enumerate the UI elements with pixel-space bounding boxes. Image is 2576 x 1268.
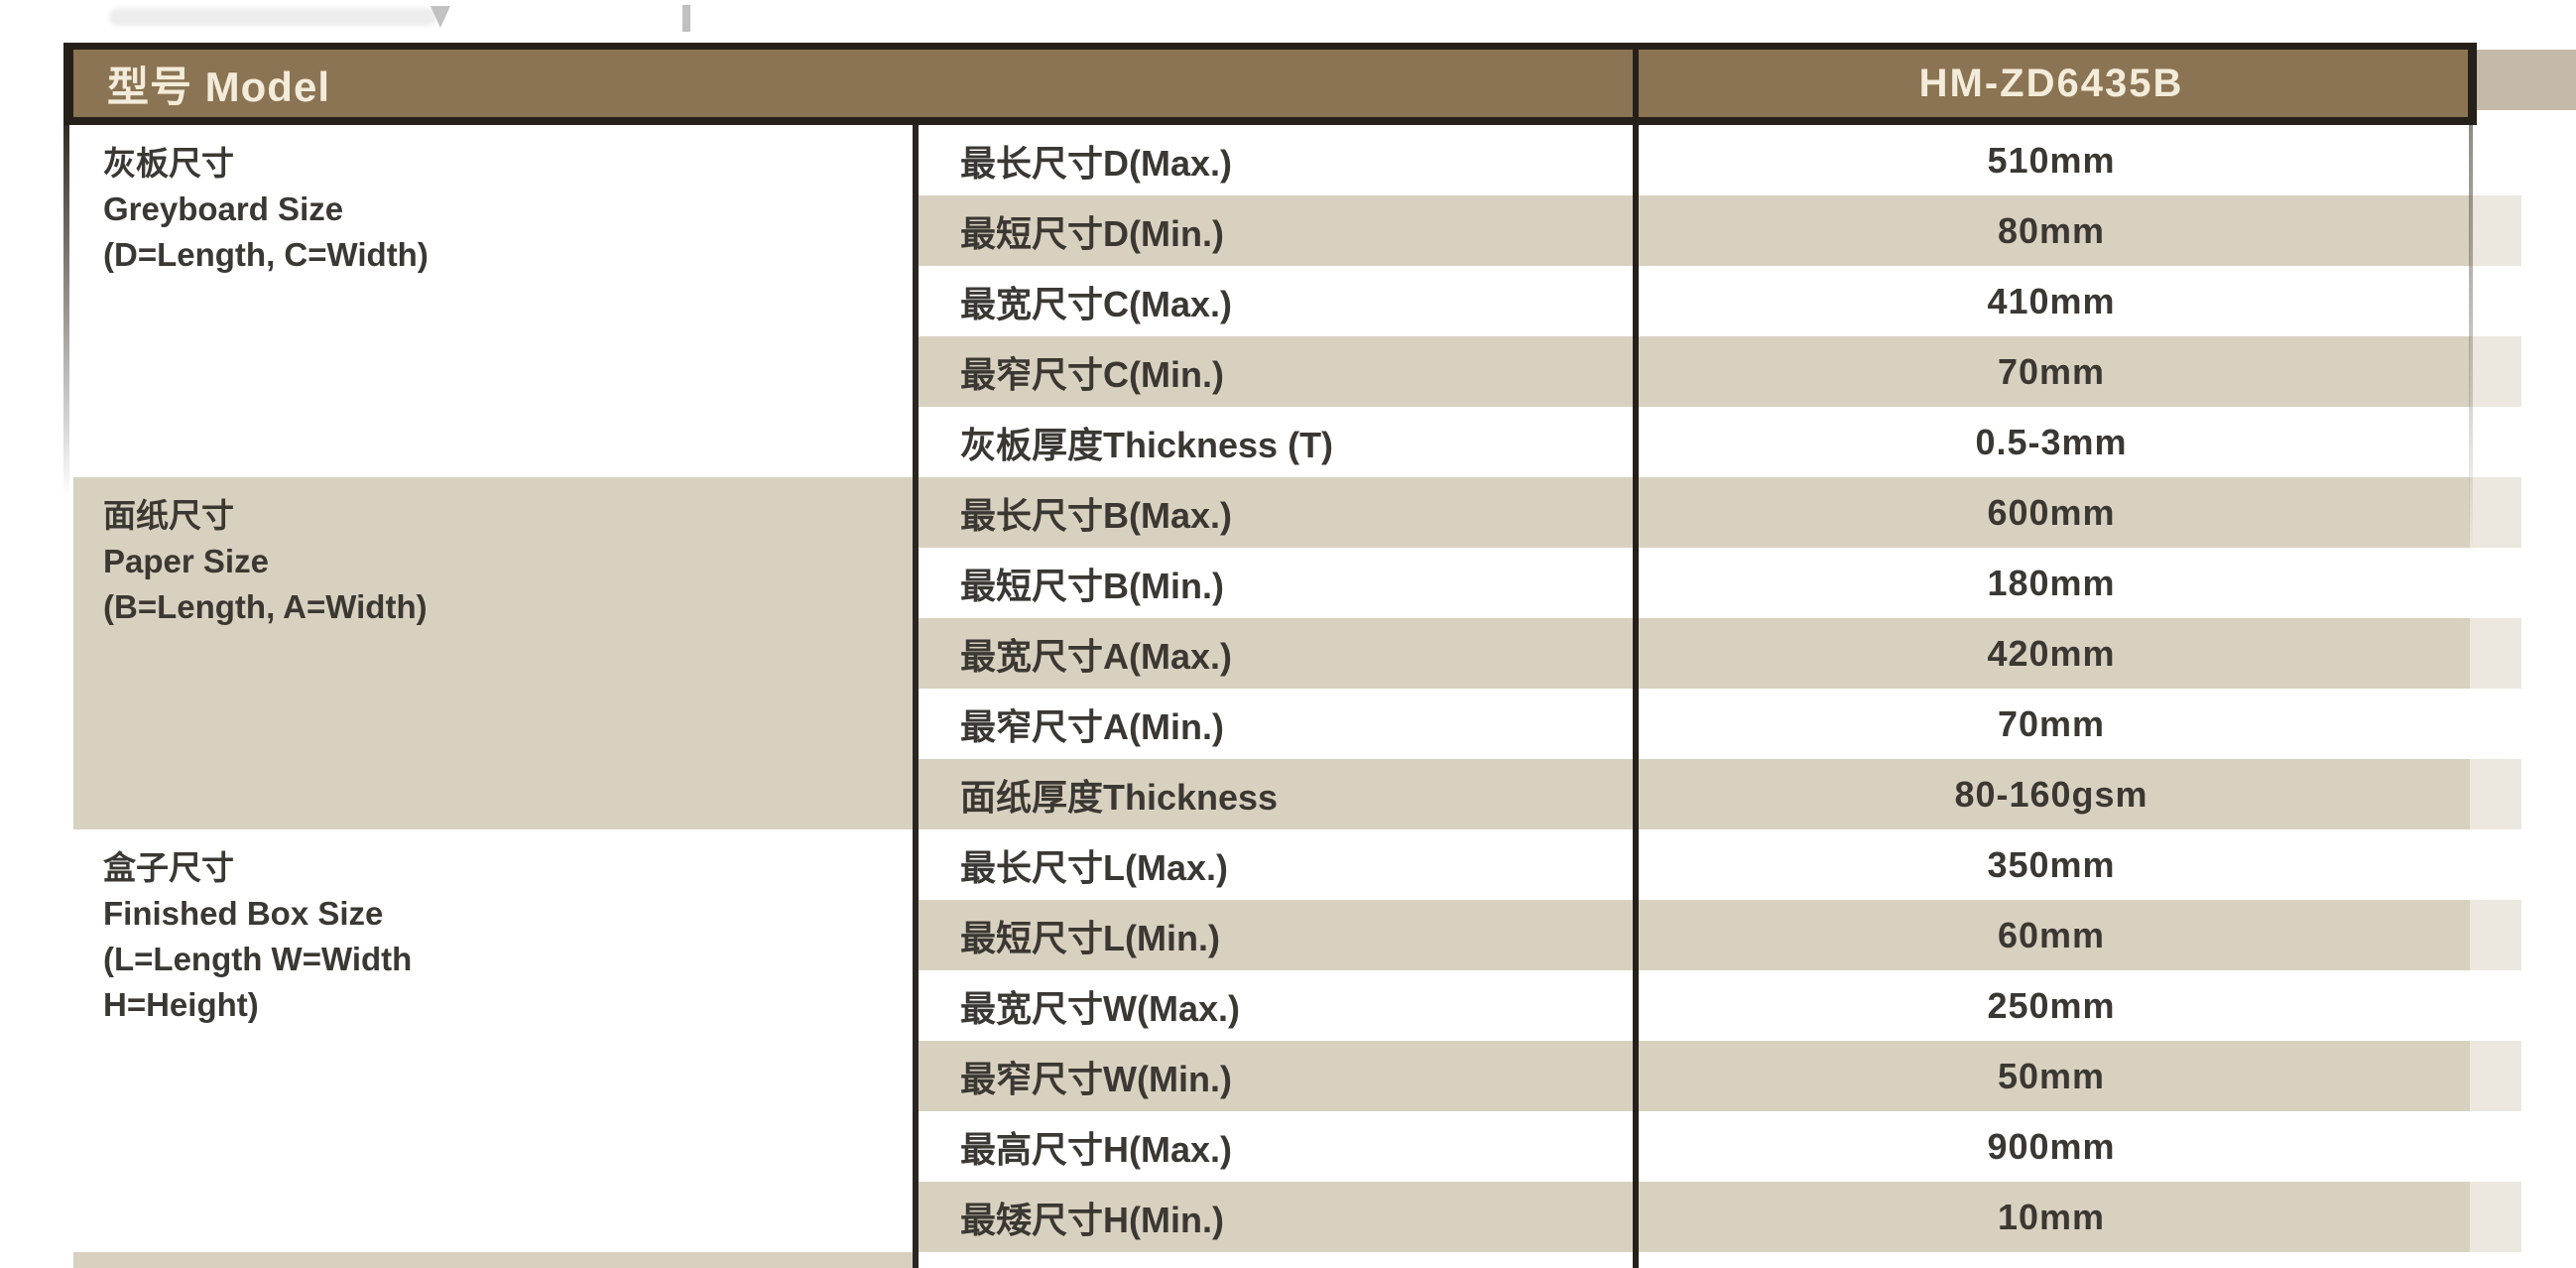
param-value: 600mm	[1987, 491, 2116, 533]
table-row: 最长尺寸L(Max.) 350mm	[919, 829, 2470, 900]
table-row: 面纸厚度Thickness 80-160gsm	[919, 759, 2470, 829]
table-row: 最短尺寸B(Min.) 180mm	[919, 548, 2470, 618]
param-value: 80mm	[1997, 209, 2106, 251]
group-line: 灰板尺寸	[103, 145, 234, 182]
group-finished-box-size: 盒子尺寸 Finished Box Size (L=Length W=Width…	[73, 829, 913, 1252]
group-line: 面纸尺寸	[103, 497, 234, 534]
param-value: 250mm	[1987, 984, 2116, 1026]
param-value: 180mm	[1987, 562, 2116, 603]
table-row: 最短尺寸L(Min.) 60mm	[919, 900, 2470, 970]
table-row: 最窄尺寸A(Min.) 70mm	[919, 689, 2470, 759]
param-label: 最长尺寸D(Max.)	[960, 142, 1233, 184]
table-row: 最宽尺寸A(Max.) 420mm	[919, 618, 2470, 689]
column-divider-right	[1633, 43, 1639, 1268]
group-line: (D=Length, C=Width)	[103, 236, 429, 273]
table-row: 最长尺寸B(Max.) 600mm	[919, 477, 2470, 548]
param-label: 最长尺寸L(Max.)	[960, 846, 1229, 888]
param-value: 900mm	[1987, 1125, 2116, 1167]
param-value: 60mm	[1997, 914, 2106, 955]
param-value: 80-160gsm	[1954, 773, 2148, 815]
param-label: 面纸厚度Thickness	[960, 776, 1279, 818]
table-row: 灰板厚度Thickness (T) 0.5-3mm	[919, 407, 2470, 477]
param-value: 70mm	[1997, 702, 2106, 744]
table-row: 最窄尺寸C(Min.) 70mm	[919, 336, 2470, 407]
top-smudge-artifact	[109, 8, 436, 26]
group-line: (B=Length, A=Width)	[103, 588, 428, 625]
param-value: 0.5-3mm	[1975, 421, 2128, 462]
table-row: 最长尺寸D(Max.) 510mm	[919, 125, 2470, 195]
column-divider-left	[913, 125, 919, 1268]
param-label: 最窄尺寸A(Min.)	[960, 705, 1224, 747]
param-value: 50mm	[1997, 1055, 2106, 1096]
spec-rows: 最长尺寸D(Max.) 510mm 最短尺寸D(Min.) 80mm 最宽尺寸C…	[919, 125, 2470, 1252]
group-paper-size: 面纸尺寸 Paper Size (B=Length, A=Width)	[73, 477, 913, 829]
param-label: 灰板厚度Thickness (T)	[960, 424, 1334, 465]
group-line: Finished Box Size	[103, 895, 384, 932]
header-ghost-edge	[2477, 50, 2576, 110]
table-row: 最短尺寸D(Min.) 80mm	[919, 195, 2470, 266]
param-value: 10mm	[1997, 1196, 2106, 1237]
model-header-label: 型号 Model	[107, 63, 330, 110]
left-border-fade	[63, 125, 69, 496]
param-value: 510mm	[1987, 139, 2116, 181]
param-label: 最长尺寸B(Max.)	[960, 494, 1233, 536]
group-line: 盒子尺寸	[103, 849, 234, 886]
group-greyboard-size: 灰板尺寸 Greyboard Size (D=Length, C=Width)	[73, 125, 913, 477]
param-label: 最宽尺寸A(Max.)	[960, 635, 1233, 677]
param-label: 最宽尺寸W(Max.)	[960, 987, 1240, 1029]
param-label: 最短尺寸D(Min.)	[960, 212, 1224, 254]
param-value: 70mm	[1997, 350, 2106, 392]
right-border-header	[2468, 43, 2477, 125]
param-value: 420mm	[1987, 632, 2116, 674]
group-line: Paper Size	[103, 543, 269, 579]
table-row: 最矮尺寸H(Min.) 10mm	[919, 1182, 2470, 1252]
param-value: 410mm	[1987, 280, 2116, 321]
table-header: 型号 Model HM-ZD6435B	[69, 43, 2470, 125]
table-row: 最高尺寸H(Max.) 900mm	[919, 1111, 2470, 1182]
param-label: 最短尺寸L(Min.)	[960, 917, 1220, 958]
param-label: 最矮尺寸H(Min.)	[960, 1199, 1224, 1240]
group-line: (L=Length W=Width	[103, 941, 413, 977]
param-label: 最窄尺寸C(Min.)	[960, 353, 1224, 395]
right-border-fade	[2469, 125, 2473, 556]
stripe-ghost-edge	[2470, 125, 2521, 1252]
next-group-partial-band	[73, 1252, 913, 1268]
param-label: 最短尺寸B(Min.)	[960, 565, 1224, 606]
group-line: H=Height)	[103, 986, 259, 1023]
param-value: 350mm	[1987, 843, 2116, 885]
table-row: 最宽尺寸W(Max.) 250mm	[919, 970, 2470, 1041]
param-label: 最宽尺寸C(Max.)	[960, 283, 1233, 324]
model-number: HM-ZD6435B	[1918, 61, 2184, 105]
param-label: 最窄尺寸W(Min.)	[960, 1058, 1232, 1099]
param-label: 最高尺寸H(Max.)	[960, 1128, 1233, 1170]
table-row: 最宽尺寸C(Max.) 410mm	[919, 266, 2470, 336]
left-border-header	[63, 43, 73, 125]
group-line: Greyboard Size	[103, 190, 344, 227]
top-line-artifact	[682, 5, 690, 32]
table-row: 最窄尺寸W(Min.) 50mm	[919, 1041, 2470, 1111]
